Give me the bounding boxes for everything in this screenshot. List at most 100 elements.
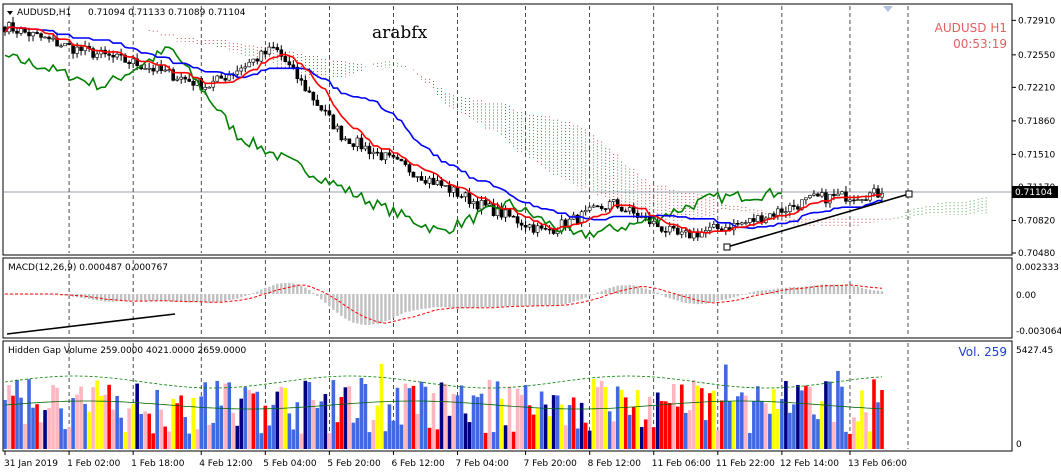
macd-bar xyxy=(180,294,183,302)
candle-body xyxy=(683,230,688,233)
candle-body xyxy=(355,137,360,147)
macd-bar xyxy=(760,290,764,294)
price-panel[interactable] xyxy=(2,3,1013,256)
volume-bar xyxy=(119,417,123,449)
macd-bar xyxy=(103,294,107,302)
volume-bar xyxy=(383,431,388,449)
macd-bar xyxy=(412,294,415,311)
volume-bar xyxy=(832,421,836,449)
macd-bar xyxy=(368,294,371,325)
volume-bar xyxy=(243,387,248,449)
volume-bar xyxy=(419,381,424,449)
volume-bar xyxy=(43,410,47,449)
candle-body xyxy=(323,109,328,112)
macd-bar xyxy=(380,294,383,324)
macd-bar xyxy=(748,292,752,294)
price-axis[interactable]: 0.72910 0.72550 0.72210 0.71860 0.71510 0.711… xyxy=(1012,16,1055,259)
macd-bar xyxy=(536,294,539,306)
volume-bar xyxy=(724,364,728,449)
macd-bar xyxy=(396,294,399,317)
macd-trendline[interactable] xyxy=(6,313,176,335)
macd-bar xyxy=(440,294,443,308)
volume-bar xyxy=(487,379,492,449)
volume-bar xyxy=(804,385,808,449)
macd-bar xyxy=(568,294,571,303)
candle-body xyxy=(307,90,312,93)
bar-countdown: 00:53:19 xyxy=(953,37,1007,51)
candle-body xyxy=(363,145,368,150)
macd-bar xyxy=(123,294,127,301)
macd-bar xyxy=(188,294,191,303)
candle-body xyxy=(475,201,480,210)
trendline-handle-end[interactable] xyxy=(905,190,913,198)
macd-bar xyxy=(756,290,760,294)
candle-body xyxy=(367,145,372,155)
volume-bar xyxy=(824,381,828,449)
candle-body xyxy=(303,80,308,92)
macd-bar xyxy=(552,294,555,306)
volume-bar xyxy=(355,417,360,449)
volume-bar xyxy=(227,382,232,449)
trendline-handle-start[interactable] xyxy=(723,243,731,251)
volume-bar xyxy=(219,405,224,449)
macd-panel[interactable] xyxy=(2,257,1013,339)
macd-bar xyxy=(708,294,712,304)
candle-body xyxy=(423,180,428,184)
price-tick-label: 0.72910 xyxy=(1018,16,1055,26)
volume-bar xyxy=(539,391,544,449)
candle-body xyxy=(459,196,464,198)
volume-bar xyxy=(812,414,816,449)
candle-body xyxy=(675,227,680,235)
volume-bar xyxy=(23,423,27,449)
candle-body xyxy=(287,61,292,66)
macd-bar xyxy=(876,290,880,294)
macd-bar xyxy=(256,291,259,294)
candle-body xyxy=(451,186,456,193)
volume-bar xyxy=(627,414,632,449)
volume-bar xyxy=(115,395,119,449)
volume-bar xyxy=(83,403,87,449)
candle-body xyxy=(283,56,288,63)
candle-body xyxy=(255,58,260,62)
macd-bar xyxy=(612,286,615,294)
candle-body xyxy=(635,212,640,218)
candle-body xyxy=(772,213,776,217)
volume-bar xyxy=(327,433,332,449)
shift-marker-icon[interactable] xyxy=(883,6,893,12)
volume-panel[interactable] xyxy=(2,340,1013,452)
volume-bar xyxy=(99,395,103,449)
macd-bar xyxy=(184,294,187,303)
volume-bar xyxy=(251,393,256,449)
candle-body xyxy=(115,53,119,58)
candle-body xyxy=(876,188,880,198)
volume-bar xyxy=(635,390,640,449)
volume-bar xyxy=(67,427,71,449)
macd-bar xyxy=(744,293,748,295)
volume-tick-top: 5427.45 xyxy=(1016,346,1053,356)
macd-bar xyxy=(444,294,447,308)
macd-bar xyxy=(159,294,163,301)
candle-body xyxy=(203,86,208,90)
candle-body xyxy=(79,46,83,51)
macd-bar xyxy=(288,282,291,294)
macd-bar xyxy=(384,294,387,322)
time-axis[interactable]: 31 Jan 2019 1 Feb 02:00 1 Feb 18:00 4 Feb 1… xyxy=(4,451,907,469)
macd-bar xyxy=(800,286,804,294)
macd-bar xyxy=(840,284,844,294)
candle-body xyxy=(175,78,179,81)
macd-bar xyxy=(432,294,435,308)
macd-bar xyxy=(496,294,499,307)
macd-bar xyxy=(616,285,619,294)
macd-bar xyxy=(200,294,203,303)
dropdown-triangle-icon[interactable] xyxy=(7,11,13,15)
candle-body xyxy=(611,199,616,202)
volume-bar xyxy=(15,379,19,449)
trendline[interactable] xyxy=(726,193,910,248)
macd-bar xyxy=(620,285,623,294)
macd-bar xyxy=(780,287,784,294)
candle-body xyxy=(507,209,512,217)
candle-body xyxy=(359,137,364,150)
candle-body xyxy=(311,91,316,101)
candle-body xyxy=(259,50,264,62)
